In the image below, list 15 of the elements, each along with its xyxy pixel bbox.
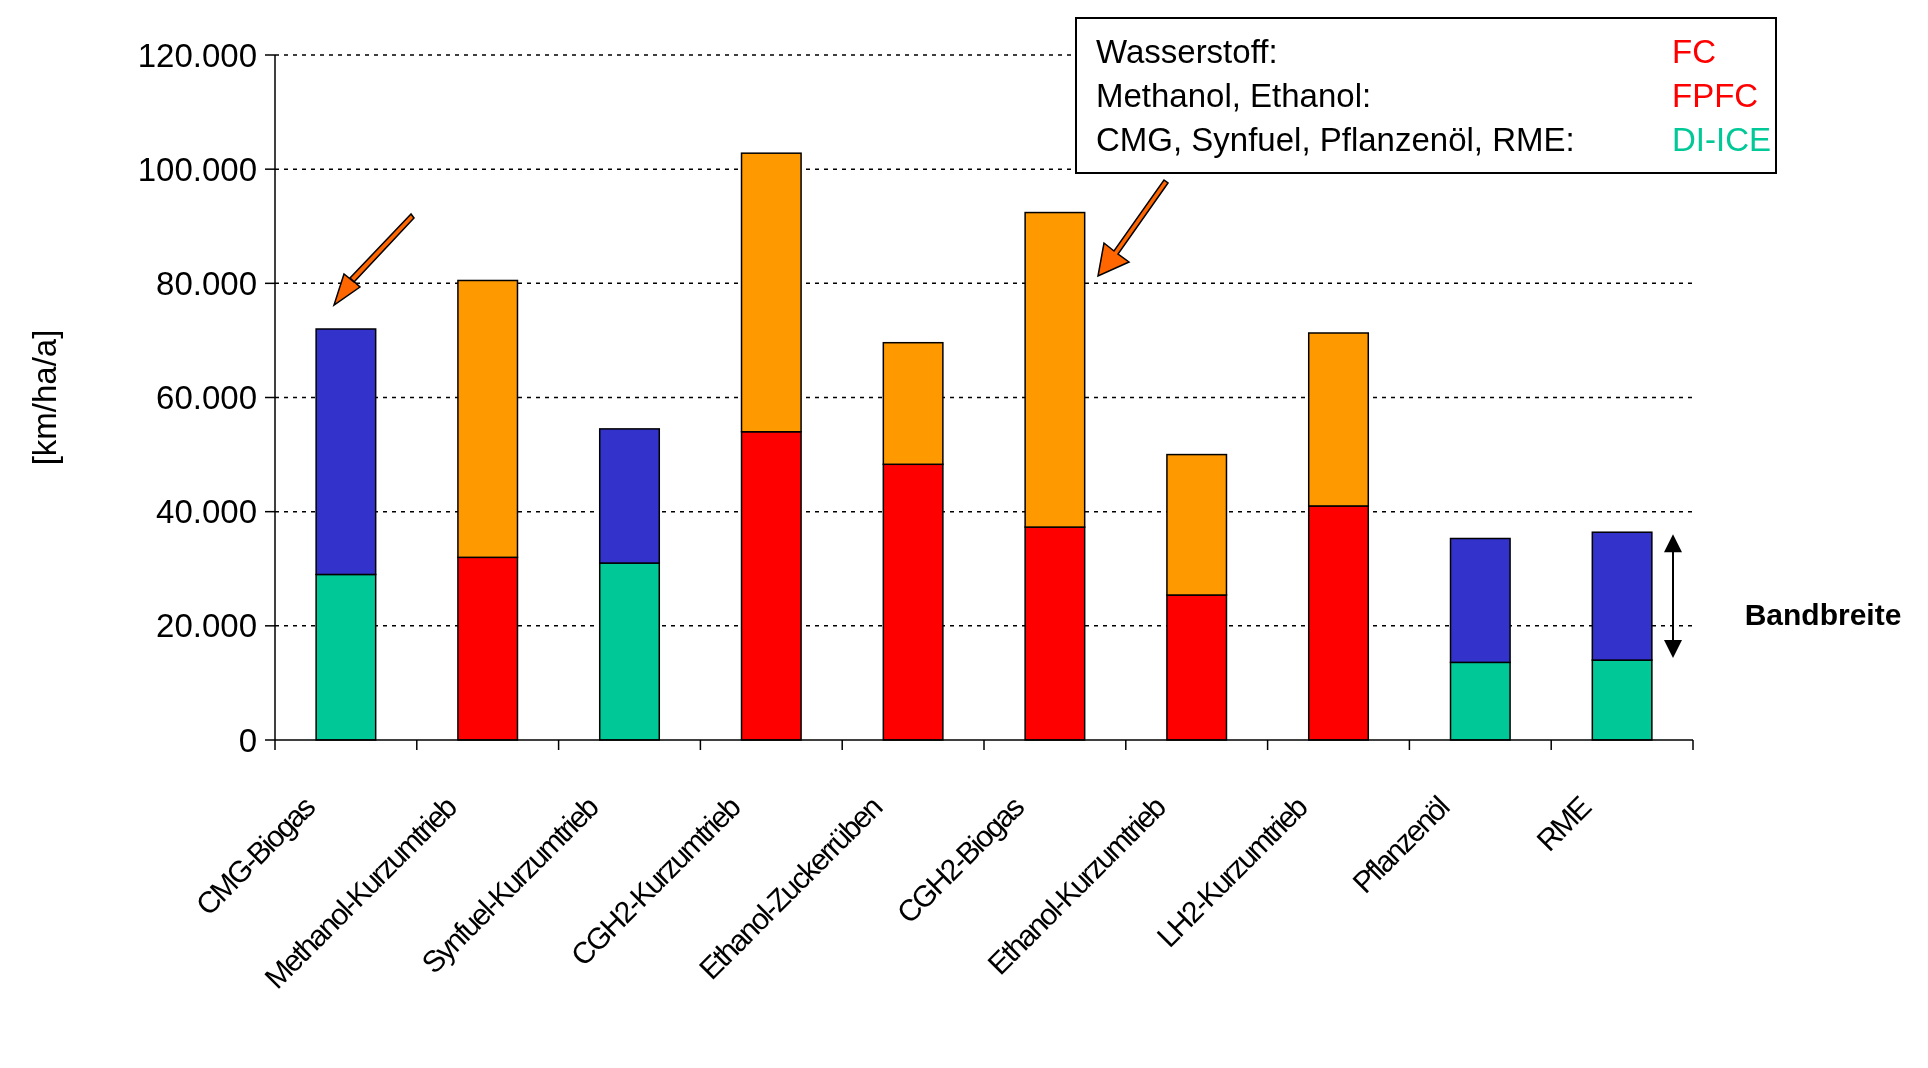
y-tick-label: 60.000 (156, 379, 257, 417)
y-tick-label: 120.000 (137, 36, 257, 74)
y-tick-label: 20.000 (156, 607, 257, 645)
y-tick-label: 0 (238, 721, 257, 759)
y-axis-title: [km/ha/a] (26, 329, 63, 466)
annotation: DI-ICE (1672, 121, 1771, 158)
y-tick-label: 100.000 (137, 150, 257, 188)
annotation: Methanol, Ethanol: (1096, 77, 1372, 114)
annotation: CMG, Synfuel, Pflanzenöl, RME: (1096, 121, 1575, 158)
annotation: Wasserstoff: (1096, 33, 1278, 70)
y-tick-label: 80.000 (156, 264, 257, 302)
annotation: FC (1672, 33, 1716, 70)
annotation: FPFC (1672, 77, 1759, 114)
text: Bandbreite (1744, 597, 1902, 631)
y-tick-label: 40.000 (156, 493, 257, 531)
